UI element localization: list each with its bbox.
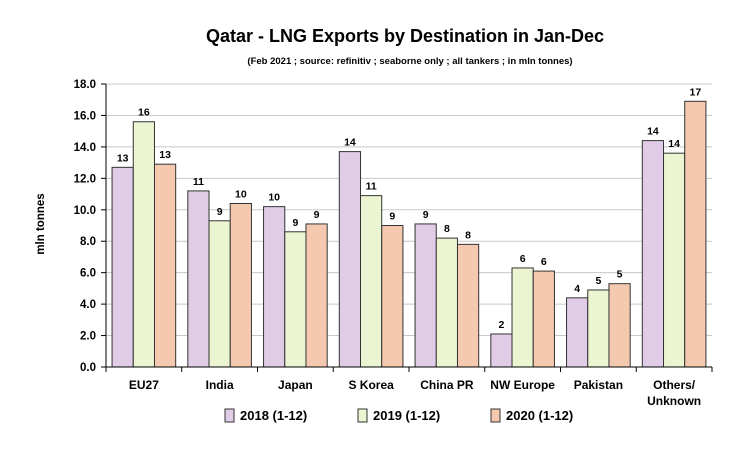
bar	[663, 152, 686, 368]
x-tick-label: India	[206, 378, 234, 392]
data-label: 5	[595, 275, 601, 287]
y-tick-label: 4.0	[80, 299, 96, 311]
y-tick-label: 2.0	[80, 331, 96, 343]
legend-label: 2018 (1-12)	[240, 408, 307, 423]
chart-subtitle: (Feb 2021 ; source: refinitiv ; seaborne…	[247, 56, 572, 67]
bar	[490, 333, 513, 368]
bar	[153, 163, 177, 368]
bar	[284, 231, 307, 368]
data-label: 13	[159, 149, 171, 161]
bar	[338, 151, 362, 368]
bar	[360, 195, 383, 368]
data-label: 14	[668, 138, 680, 150]
data-label: 6	[541, 256, 547, 268]
bar	[641, 140, 665, 368]
data-label: 13	[117, 152, 129, 164]
axes	[105, 84, 712, 368]
bar	[111, 166, 134, 368]
bar	[229, 202, 252, 368]
bar	[566, 297, 589, 368]
data-label: 16	[138, 107, 150, 119]
x-tick-label: Others/Unknown	[647, 378, 701, 408]
data-label: 8	[465, 229, 471, 241]
y-axis-title: mln tonnes	[35, 193, 47, 254]
data-label: 10	[268, 192, 280, 204]
data-label: 17	[689, 86, 701, 98]
legend-swatch	[490, 408, 501, 423]
data-labels: 13 16 13 11 9 10 10 9 9 14 11 9 9 8 8 2 6 6 4 5 5 14 14 17	[117, 86, 702, 331]
y-tick-label: 14.0	[74, 142, 96, 154]
x-tick-label: China PR	[420, 378, 474, 392]
bar	[684, 100, 707, 368]
bar	[305, 223, 328, 368]
chart-title: Qatar - LNG Exports by Destination in Ja…	[206, 26, 604, 46]
data-label: 14	[647, 126, 659, 138]
legend-label: 2019 (1-12)	[373, 408, 440, 423]
bar	[208, 220, 231, 368]
y-tick-label: 16.0	[74, 110, 96, 122]
bar	[532, 270, 555, 368]
y-tick-label: 8.0	[80, 236, 96, 248]
bar	[263, 206, 286, 368]
data-label: 4	[574, 283, 580, 295]
data-label: 9	[217, 206, 223, 218]
y-tick-label: 12.0	[74, 173, 96, 185]
data-label: 14	[344, 137, 356, 149]
bar	[414, 223, 437, 368]
bar	[381, 225, 404, 368]
y-tick-label: 10.0	[74, 205, 96, 217]
x-tick-label: Pakistan	[574, 378, 623, 392]
bar	[511, 267, 534, 368]
data-label: 11	[366, 181, 377, 193]
x-tick-label: S Korea	[348, 378, 394, 392]
legend-swatch	[357, 408, 368, 423]
data-label: 10	[235, 188, 247, 200]
legend: 2018 (1-12) 2019 (1-12) 2020 (1-12)	[224, 408, 573, 423]
x-tick-label: NW Europe	[490, 378, 555, 392]
bar	[132, 121, 155, 368]
y-tick-label: 18.0	[74, 79, 96, 91]
data-label: 5	[617, 269, 623, 281]
bar	[608, 283, 631, 368]
y-tick-label: 0.0	[80, 362, 96, 374]
x-tick-label: Japan	[278, 378, 313, 392]
legend-label: 2020 (1-12)	[506, 408, 573, 423]
legend-swatch	[224, 408, 235, 423]
y-axis-ticks: 0.0 2.0 4.0 6.0 8.0 10.0 12.0 14.0 16.0 18.0	[74, 79, 106, 374]
data-label: 11	[193, 176, 204, 188]
bar	[187, 190, 210, 368]
bar	[456, 243, 480, 368]
x-axis-ticks: EU27 India Japan S Korea China PR NW Europe Pa…	[105, 367, 713, 408]
bars	[111, 100, 707, 368]
data-label: 6	[520, 253, 526, 265]
data-label: 9	[389, 211, 395, 223]
y-tick-label: 6.0	[80, 268, 96, 280]
data-label: 9	[292, 217, 298, 229]
data-label: 2	[498, 319, 504, 331]
data-label: 9	[423, 209, 429, 221]
x-tick-label: EU27	[129, 378, 159, 392]
bar	[435, 237, 458, 368]
bar	[587, 289, 610, 368]
data-label: 8	[444, 223, 450, 235]
data-label: 9	[314, 209, 320, 221]
